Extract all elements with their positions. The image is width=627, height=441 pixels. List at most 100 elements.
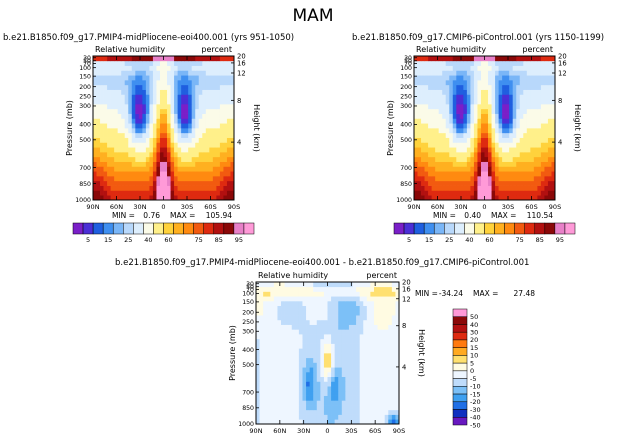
contour-cell bbox=[195, 70, 200, 76]
contour-cell bbox=[219, 113, 224, 119]
contour-cell bbox=[456, 147, 461, 153]
contour-cell bbox=[530, 152, 535, 158]
contour-cell bbox=[391, 405, 396, 411]
contour-cell bbox=[184, 108, 189, 114]
contour-cell bbox=[442, 166, 447, 172]
contour-cell bbox=[348, 282, 353, 288]
contour-cell bbox=[159, 176, 164, 182]
contour-cell bbox=[502, 70, 507, 76]
contour-cell bbox=[512, 104, 517, 110]
contour-cell bbox=[359, 414, 364, 420]
contour-cell bbox=[191, 60, 196, 66]
contour-cell bbox=[138, 94, 143, 100]
contour-cell bbox=[459, 142, 464, 148]
contour-cell bbox=[188, 80, 193, 86]
contour-cell bbox=[184, 166, 189, 172]
contour-cell bbox=[216, 75, 221, 81]
contour-cell bbox=[93, 118, 97, 124]
contour-cell bbox=[142, 118, 147, 124]
contour-cell bbox=[480, 104, 485, 110]
contour-cell bbox=[414, 147, 418, 153]
contour-cell bbox=[526, 94, 531, 100]
contour-cell bbox=[484, 161, 489, 167]
contour-cell bbox=[145, 60, 150, 66]
contour-cell bbox=[498, 123, 503, 129]
contour-cell bbox=[93, 89, 97, 95]
contour-cell bbox=[288, 296, 293, 302]
contour-cell bbox=[117, 171, 122, 177]
contour-cell bbox=[177, 89, 182, 95]
contour-cell bbox=[277, 367, 282, 373]
colorbar-box bbox=[444, 222, 455, 235]
contour-cell bbox=[442, 80, 447, 86]
contour-cell bbox=[348, 286, 353, 292]
contour-cell bbox=[270, 300, 275, 307]
contour-cell bbox=[366, 338, 371, 344]
contour-cell bbox=[463, 132, 468, 138]
contour-cell bbox=[205, 190, 210, 196]
contour-cell bbox=[323, 409, 328, 415]
contour-cell bbox=[110, 142, 115, 148]
contour-cell bbox=[184, 65, 189, 71]
contour-cell bbox=[131, 152, 136, 158]
contour-cell bbox=[356, 305, 361, 311]
contour-cell bbox=[477, 123, 482, 129]
contour-cell bbox=[159, 185, 164, 191]
contour-cell bbox=[388, 414, 393, 420]
contour-cell bbox=[551, 56, 556, 62]
contour-cell bbox=[377, 414, 382, 420]
contour-cell bbox=[530, 99, 535, 105]
contour-cell bbox=[452, 89, 457, 95]
colorbar-box bbox=[452, 339, 468, 348]
contour-cell bbox=[223, 118, 228, 124]
contour-cell bbox=[473, 56, 478, 62]
contour-cell bbox=[167, 161, 171, 167]
contour-cell bbox=[391, 324, 396, 330]
contour-cell bbox=[117, 99, 122, 105]
contour-cell bbox=[540, 84, 545, 90]
contour-cell bbox=[519, 80, 524, 86]
contour-cell bbox=[295, 386, 300, 392]
contour-cell bbox=[473, 75, 478, 81]
contour-cell bbox=[377, 296, 382, 302]
contour-cell bbox=[177, 156, 182, 162]
contour-cell bbox=[114, 89, 119, 95]
contour-cell bbox=[216, 89, 221, 95]
contour-cell bbox=[363, 291, 368, 297]
contour-cell bbox=[512, 70, 517, 76]
contour-cell bbox=[309, 315, 314, 321]
contour-cell bbox=[103, 113, 108, 119]
contour-cell bbox=[316, 371, 321, 378]
contour-cell bbox=[128, 180, 133, 186]
contour-cell bbox=[291, 395, 296, 401]
contour-cell bbox=[338, 310, 343, 316]
contour-cell bbox=[202, 60, 207, 66]
contour-cell bbox=[391, 286, 396, 292]
contour-cell bbox=[456, 118, 461, 124]
contour-cell bbox=[544, 56, 549, 62]
contour-cell bbox=[540, 94, 545, 100]
contour-cell bbox=[377, 405, 382, 411]
contour-cell bbox=[544, 156, 549, 162]
contour-cell bbox=[124, 113, 129, 119]
variable-label: Relative humidity bbox=[416, 45, 486, 54]
contour-cell bbox=[488, 94, 492, 100]
contour-cell bbox=[128, 152, 133, 158]
contour-cell bbox=[152, 142, 157, 148]
contour-cell bbox=[381, 386, 386, 392]
contour-cell bbox=[442, 75, 447, 81]
contour-cell bbox=[373, 334, 378, 340]
contour-cell bbox=[159, 108, 164, 114]
contour-cell bbox=[533, 176, 538, 182]
contour-cell bbox=[352, 338, 357, 344]
contour-cell bbox=[128, 75, 133, 81]
contour-cell bbox=[388, 305, 393, 311]
contour-cell bbox=[131, 171, 136, 177]
contour-cell bbox=[363, 315, 368, 321]
contour-cell bbox=[381, 371, 386, 378]
contour-cell bbox=[334, 324, 339, 330]
contour-cell bbox=[256, 329, 260, 335]
contour-cell bbox=[345, 381, 350, 387]
contour-cell bbox=[138, 166, 143, 172]
contour-cell bbox=[544, 161, 549, 167]
